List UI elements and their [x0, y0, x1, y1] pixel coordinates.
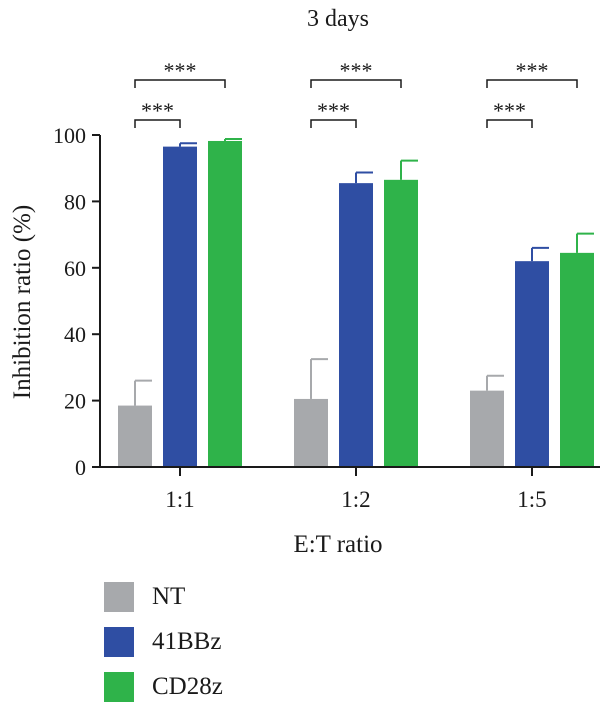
bar-nt [294, 398, 328, 467]
x-tick-label: 1:1 [165, 487, 194, 512]
legend-label-41bbz: 41BBz [152, 628, 222, 655]
y-tick-label: 0 [75, 455, 86, 480]
significance-bracket [486, 79, 578, 88]
y-axis-label: Inhibition ratio (%) [9, 205, 36, 399]
significance-bracket [310, 79, 402, 88]
significance-bracket [486, 119, 533, 128]
y-tick-label: 20 [64, 389, 86, 414]
bar-cd28z [384, 179, 418, 467]
bar-cd28z [560, 252, 594, 467]
chart-title: 3 days [307, 6, 369, 32]
y-tick-label: 100 [53, 123, 86, 148]
significance-label: *** [340, 58, 373, 83]
significance-label: *** [141, 98, 174, 123]
bars-layer [118, 137, 594, 467]
bar-cd28z [208, 140, 242, 467]
y-tick-label: 40 [64, 322, 86, 347]
legend-swatch-41bbz [104, 627, 134, 657]
significance-layer: *** *** *** *** *** *** [134, 58, 578, 128]
significance-label: *** [493, 98, 526, 123]
bar-chart: 3 days *** *** *** *** *** *** 0 20 40 60 80 100 1:… [9, 6, 600, 558]
y-tick-label: 60 [64, 256, 86, 281]
bar-41bbz [339, 183, 373, 467]
bar-41bbz [163, 146, 197, 467]
legend-label-nt: NT [152, 583, 186, 610]
legend-swatch-nt [104, 582, 134, 612]
significance-label: *** [317, 98, 350, 123]
x-axis-label: E:T ratio [293, 531, 382, 558]
significance-label: *** [516, 58, 549, 83]
significance-bracket [134, 79, 226, 88]
bar-41bbz [515, 261, 549, 467]
legend-label-cd28z: CD28z [152, 673, 223, 700]
bar-nt [118, 405, 152, 467]
x-tick-label: 1:2 [341, 487, 370, 512]
significance-bracket [310, 119, 357, 128]
axes-layer: 0 20 40 60 80 100 1:1 1:2 1:5 [53, 123, 600, 512]
bar-nt [470, 390, 504, 467]
significance-bracket [134, 119, 181, 128]
y-tick-label: 80 [64, 189, 86, 214]
x-tick-label: 1:5 [517, 487, 546, 512]
legend-swatch-cd28z [104, 672, 134, 702]
significance-label: *** [164, 58, 197, 83]
